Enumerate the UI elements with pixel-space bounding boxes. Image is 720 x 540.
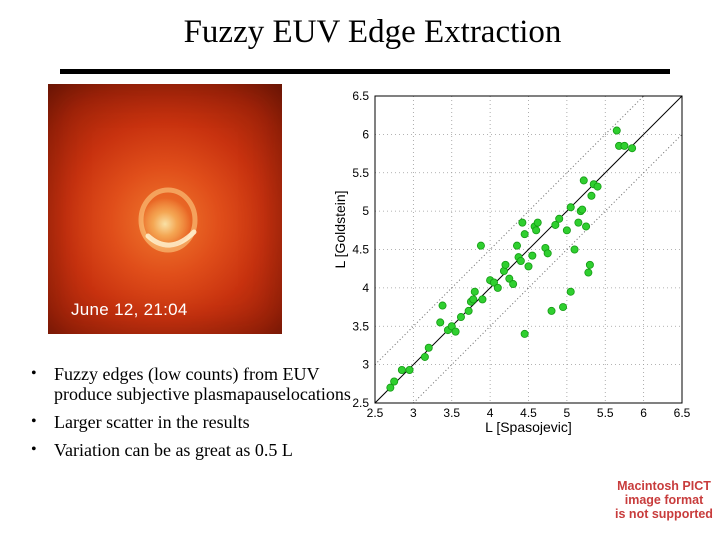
offset-reference-line (374, 95, 644, 365)
bullet-list: • Fuzzy edges (low counts) from EUV produ… (28, 364, 358, 468)
y-tick-label: 3.5 (352, 319, 369, 333)
data-point (566, 287, 575, 296)
pict-note-line: image format (624, 493, 704, 507)
data-point (566, 203, 575, 212)
data-point (493, 283, 502, 292)
data-point (518, 218, 527, 227)
data-point (584, 268, 593, 277)
bullet-item: • Fuzzy edges (low counts) from EUV produ… (28, 364, 358, 404)
data-point (543, 249, 552, 258)
bullet-dot-icon: • (31, 365, 37, 382)
data-point (587, 191, 596, 200)
pict-unsupported-notice: Macintosh PICT image format is not suppo… (606, 479, 720, 521)
y-tick-label: 4.5 (352, 243, 369, 257)
y-axis-label: L [Goldstein] (332, 190, 348, 268)
x-tick-label: 4.5 (520, 406, 537, 420)
y-tick-label: 2.5 (352, 396, 369, 410)
bullet-text: Variation can be as great as 0.5 L (54, 440, 293, 460)
data-point (520, 329, 529, 338)
data-point (469, 295, 478, 304)
x-tick-label: 6.5 (674, 406, 691, 420)
bullet-text: Larger scatter in the results (54, 412, 250, 432)
x-tick-label: 3 (410, 406, 417, 420)
y-tick-label: 3 (362, 358, 369, 372)
data-point (612, 126, 621, 135)
x-axis-label: L [Spasojevic] (485, 419, 572, 435)
x-tick-label: 4 (487, 406, 494, 420)
data-point (512, 241, 521, 250)
bullet-dot-icon: • (31, 441, 37, 458)
data-point (390, 377, 399, 386)
pict-note-line: is not supported (615, 507, 713, 521)
data-point (456, 313, 465, 322)
y-tick-label: 5.5 (352, 166, 369, 180)
y-tick-label: 5 (362, 204, 369, 218)
bullet-dot-icon: • (31, 413, 37, 430)
bullet-item: • Larger scatter in the results (28, 412, 358, 432)
data-point (505, 274, 514, 283)
scatter-plot: 2.5 3 3.5 4 4.5 5 5.5 6 6.5 2.5 3 3.5 4 4.5 5 5.5 6 6.5 L … (332, 89, 691, 435)
data-point (533, 218, 542, 227)
data-point (436, 318, 445, 327)
x-tick-label: 5.5 (597, 406, 614, 420)
y-tick-label: 6.5 (352, 89, 369, 103)
data-point (405, 365, 414, 374)
data-point (447, 322, 456, 331)
data-point (424, 343, 433, 352)
x-tick-label: 3.5 (443, 406, 460, 420)
data-point (593, 182, 602, 191)
y-tick-label: 6 (362, 127, 369, 141)
data-point (509, 280, 518, 289)
x-tick-label: 6 (640, 406, 647, 420)
data-point (579, 176, 588, 185)
data-point (570, 245, 579, 254)
data-point (464, 306, 473, 315)
data-point (489, 278, 498, 287)
data-point (555, 214, 564, 223)
data-point (578, 205, 587, 214)
data-point (470, 287, 479, 296)
data-point (559, 303, 568, 312)
data-point (585, 260, 594, 269)
data-point (476, 241, 485, 250)
data-point (547, 306, 556, 315)
data-point (520, 230, 529, 239)
data-point (574, 218, 583, 227)
data-point (451, 327, 460, 336)
data-point (478, 295, 487, 304)
data-point (532, 226, 541, 235)
data-point (582, 222, 591, 231)
slide-title: Fuzzy EUV Edge Extraction (183, 14, 562, 50)
data-point (386, 383, 395, 392)
title-divider (60, 69, 670, 74)
plasmasphere-ring (138, 187, 198, 253)
plot-frame (374, 95, 683, 404)
data-point (438, 301, 447, 310)
data-point (562, 226, 571, 235)
image-timestamp-caption: June 12, 21:04 (71, 300, 188, 319)
bullet-text: Fuzzy edges (low counts) from EUV produc… (54, 364, 351, 404)
euv-image: June 12, 21:04 (48, 84, 282, 334)
data-point (516, 257, 525, 266)
pict-note-line: Macintosh PICT (617, 479, 711, 493)
data-point (420, 352, 429, 361)
data-point (501, 260, 510, 269)
y-tick-label: 4 (362, 281, 369, 295)
data-point (528, 251, 537, 260)
data-point (620, 141, 629, 150)
x-tick-label: 2.5 (367, 406, 384, 420)
bullet-item: • Variation can be as great as 0.5 L (28, 440, 358, 460)
data-point (551, 220, 560, 229)
data-point (524, 262, 533, 271)
data-point (628, 144, 637, 153)
offset-reference-line (413, 134, 683, 404)
x-tick-label: 5 (564, 406, 571, 420)
data-point (397, 365, 406, 374)
